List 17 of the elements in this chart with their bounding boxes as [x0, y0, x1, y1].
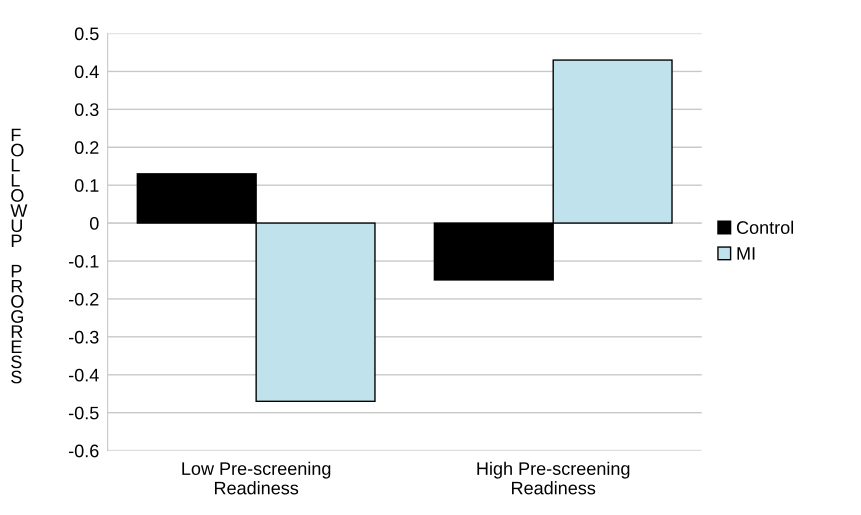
y-tick-label: -0.1 — [68, 254, 98, 268]
y-tick-label: 0.2 — [74, 141, 98, 154]
legend-label: Control — [736, 220, 794, 234]
text: FOLLOWUP PROGRESS — [10, 128, 28, 384]
x-tick-label: Low Pre-screening Readiness — [182, 462, 330, 494]
y-tick-label: 0 — [90, 217, 99, 230]
legend-label: MI — [738, 247, 754, 260]
y-tick-label: 0.1 — [74, 179, 98, 192]
y-tick-label: -0.6 — [68, 444, 98, 458]
y-tick-label: 0.3 — [74, 103, 98, 116]
y-tick-label: -0.4 — [68, 368, 99, 382]
x-tick-label: High Pre-screening Readiness — [477, 462, 630, 494]
y-tick-label: -0.2 — [68, 292, 98, 306]
y-tick-label: 0.5 — [74, 27, 99, 40]
y-tick-label: -0.3 — [68, 330, 98, 344]
y-tick-label: -0.5 — [68, 406, 99, 420]
y-tick-label: 0.4 — [74, 65, 99, 78]
